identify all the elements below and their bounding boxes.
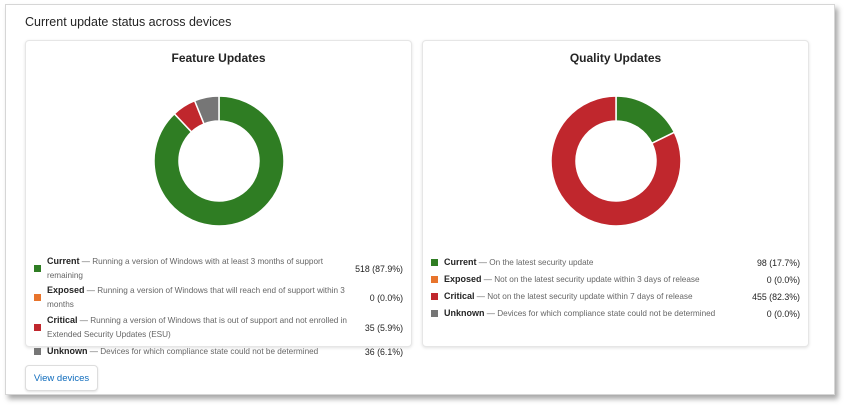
legend-value: 518 (87.9%): [355, 263, 403, 274]
legend-label: Exposed: [444, 274, 482, 284]
legend-item-current: Current — Running a version of Windows w…: [34, 254, 403, 283]
donut-slice-current[interactable]: [153, 95, 285, 227]
legend-label: Current: [444, 257, 477, 267]
legend-item-unknown: Unknown — Devices for which compliance s…: [34, 343, 403, 360]
card-title: Feature Updates: [171, 51, 266, 65]
critical-swatch: [34, 324, 41, 331]
legend-label: Unknown: [47, 346, 88, 356]
legend-item-critical: Critical — Not on the latest security up…: [431, 288, 800, 305]
legend-text: Current — Running a version of Windows w…: [47, 254, 347, 283]
legend-value: 98 (17.7%): [756, 257, 800, 268]
feature-updates-card: Feature Updates Current — Running a vers…: [25, 40, 412, 357]
quality-updates-card: Quality Updates Current — On the latest …: [422, 40, 809, 347]
unknown-swatch: [34, 348, 41, 355]
legend-text: Current — On the latest security update: [444, 255, 749, 270]
donut-slice-unknown[interactable]: [193, 95, 220, 125]
legend-item-exposed: Exposed — Not on the latest security upd…: [431, 271, 800, 288]
card-title: Quality Updates: [569, 51, 662, 65]
legend-description: — On the latest security update: [478, 258, 594, 267]
legend-text: Critical — Not on the latest security up…: [444, 289, 744, 304]
legend-description: — Running a version of Windows that will…: [47, 286, 345, 309]
legend-text: Exposed — Not on the latest security upd…: [444, 272, 759, 287]
legend-text: Critical — Running a version of Windows …: [47, 313, 357, 342]
legend: Current — On the latest security update …: [431, 254, 800, 322]
section-title: Current update status across devices: [25, 15, 232, 29]
legend-label: Critical: [47, 315, 78, 325]
legend-description: — Running a version of Windows with at l…: [47, 257, 323, 280]
legend-value: 35 (5.9%): [364, 322, 403, 333]
legend-label: Unknown: [444, 308, 485, 318]
legend-item-unknown: Unknown — Devices for which compliance s…: [431, 305, 800, 322]
critical-swatch: [431, 293, 438, 300]
unknown-swatch: [431, 310, 438, 317]
legend-item-current: Current — On the latest security update …: [431, 254, 800, 271]
quality-updates-donut: [550, 95, 682, 227]
current-swatch: [34, 265, 41, 272]
legend-description: — Not on the latest security update with…: [483, 275, 700, 284]
exposed-swatch: [34, 294, 41, 301]
legend: Current — Running a version of Windows w…: [34, 254, 403, 360]
donut-slice-critical[interactable]: [550, 95, 682, 227]
legend-value: 0 (0.0%): [369, 292, 403, 303]
legend-description: — Running a version of Windows that is o…: [47, 316, 347, 339]
legend-label: Current: [47, 256, 80, 266]
legend-description: — Devices for which compliance state cou…: [89, 347, 319, 356]
exposed-swatch: [431, 276, 438, 283]
legend-value: 36 (6.1%): [364, 346, 403, 357]
feature-updates-donut: [153, 95, 285, 227]
legend-label: Critical: [444, 291, 475, 301]
legend-value: 0 (0.0%): [766, 308, 800, 319]
legend-description: — Not on the latest security update with…: [476, 292, 693, 301]
legend-text: Unknown — Devices for which compliance s…: [47, 344, 357, 359]
legend-text: Exposed — Running a version of Windows t…: [47, 283, 362, 312]
legend-value: 455 (82.3%): [752, 291, 800, 302]
legend-text: Unknown — Devices for which compliance s…: [444, 306, 759, 321]
legend-label: Exposed: [47, 285, 85, 295]
legend-item-critical: Critical — Running a version of Windows …: [34, 312, 403, 343]
legend-value: 0 (0.0%): [766, 274, 800, 285]
view-devices-button[interactable]: View devices: [25, 365, 98, 391]
legend-description: — Devices for which compliance state cou…: [486, 309, 716, 318]
current-swatch: [431, 259, 438, 266]
legend-item-exposed: Exposed — Running a version of Windows t…: [34, 283, 403, 312]
